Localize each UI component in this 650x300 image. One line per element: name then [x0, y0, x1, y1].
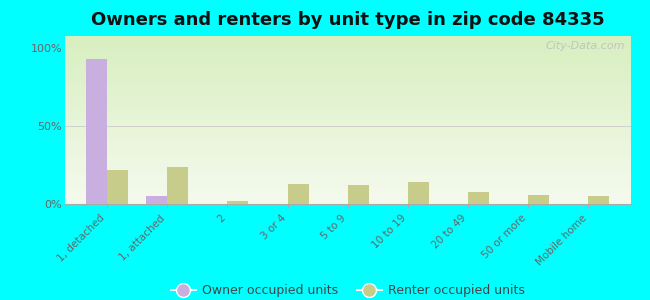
- Bar: [287, 184, 309, 204]
- Bar: [167, 167, 188, 204]
- Bar: [348, 185, 369, 204]
- Bar: [227, 201, 248, 204]
- Text: City-Data.com: City-Data.com: [545, 41, 625, 51]
- Bar: [86, 59, 107, 204]
- Bar: [528, 195, 549, 204]
- Legend: Owner occupied units, Renter occupied units: Owner occupied units, Renter occupied un…: [166, 279, 530, 300]
- Bar: [468, 192, 489, 204]
- Bar: [107, 170, 128, 204]
- Bar: [146, 196, 167, 204]
- Bar: [588, 196, 610, 204]
- Title: Owners and renters by unit type in zip code 84335: Owners and renters by unit type in zip c…: [91, 11, 604, 29]
- Bar: [408, 182, 429, 204]
